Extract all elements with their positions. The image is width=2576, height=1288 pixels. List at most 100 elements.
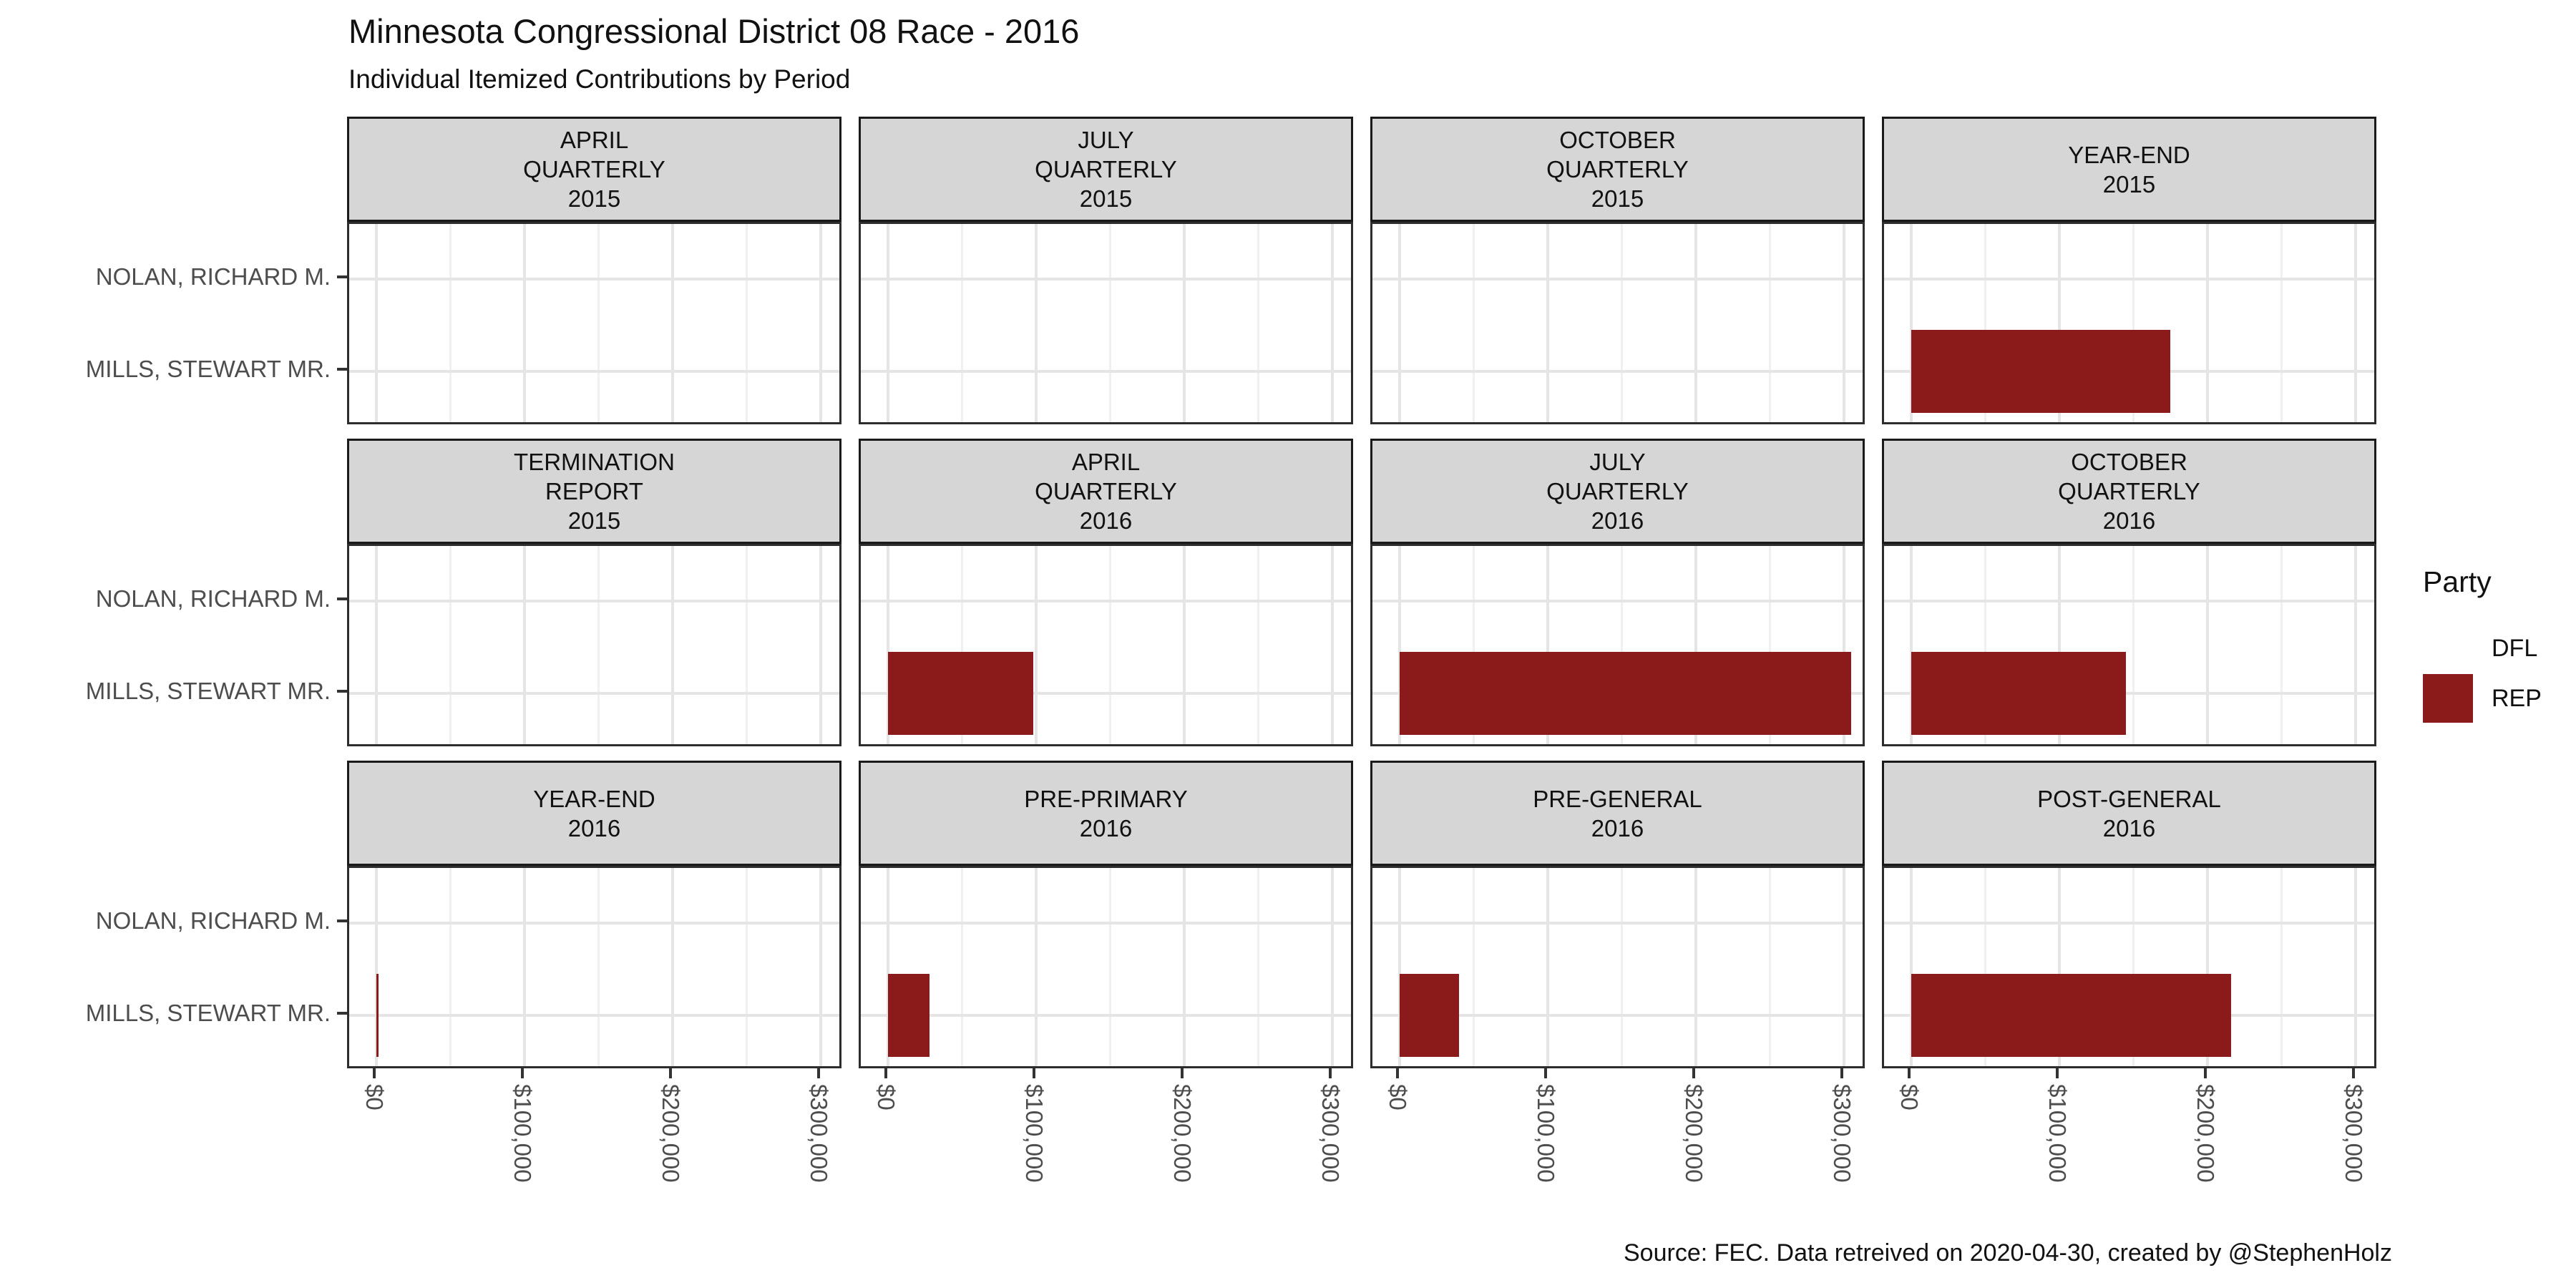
facet-strip-label: PRE-PRIMARY [1024,785,1188,812]
gridline-minor [1109,546,1111,744]
facet-panel [347,866,841,1068]
facet-strip: YEAR-END 2016 [347,761,841,866]
x-axis-label: $300,000 [2341,1084,2367,1183]
gridline-minor [1257,224,1259,422]
facet-strip-label: 2016 [2102,814,2156,841]
bar-rep [1400,973,1459,1057]
bar-rep [1400,651,1852,735]
gridline-major [861,369,1351,373]
gridline-minor [1109,224,1111,422]
gridline-major [887,546,889,744]
gridline-minor [1257,546,1259,744]
gridline-minor [1109,868,1111,1066]
gridline-major [1694,868,1697,1066]
x-axis-label: $300,000 [1317,1084,1344,1183]
x-axis-label: $0 [361,1084,388,1111]
gridline-major [2058,546,2061,744]
bar-rep [888,973,930,1057]
gridline-minor [746,224,748,422]
gridline-minor [1769,224,1771,422]
x-tick [1396,1068,1399,1078]
facet-strip-label: QUARTERLY [1546,478,1689,504]
gridline-major [2058,868,2061,1066]
gridline-minor [961,224,963,422]
gridline-major [1331,546,1334,744]
x-tick [817,1068,820,1078]
gridline-minor [1984,868,1986,1066]
facet-strip: APRIL QUARTERLY 2016 [859,439,1353,544]
x-tick [1181,1068,1184,1078]
facet-strip-label: QUARTERLY [1546,156,1689,182]
facet-strip-label: YEAR-END [533,785,655,812]
gridline-minor [1473,546,1475,744]
facet-strip-label: YEAR-END [2068,141,2190,168]
gridline-major [1372,600,1863,603]
gridline-major [375,546,378,744]
facet-strip-label: 2015 [567,185,621,212]
x-axis-label: $300,000 [1829,1084,1855,1183]
gridline-major [523,868,526,1066]
gridline-major [819,224,822,422]
gridline-major [1910,546,1913,744]
gridline-major [349,278,839,281]
facet-panel [347,222,841,424]
legend-label: DFL [2492,634,2538,662]
gridline-minor [1984,546,1986,744]
gridline-major [1035,546,1038,744]
gridline-major [671,868,674,1066]
gridline-minor [2280,224,2283,422]
gridline-major [2354,868,2357,1066]
gridline-major [1884,922,2374,925]
facet-strip-label: 2016 [1591,507,1644,534]
facet-panel [347,544,841,746]
facet-strip-label: PRE-GENERAL [1533,785,1702,812]
chart-subtitle: Individual Itemized Contributions by Per… [348,64,851,94]
gridline-minor [1769,868,1771,1066]
x-tick [1329,1068,1332,1078]
gridline-major [1843,868,1845,1066]
x-axis-label: $200,000 [1169,1084,1196,1183]
facet-strip: JULY QUARTERLY 2016 [1370,439,1865,544]
caption: Source: FEC. Data retreived on 2020-04-3… [1624,1239,2392,1267]
facet-strip-label: 2015 [2102,170,2156,197]
gridline-major [1910,868,1913,1066]
facet-panel [1882,222,2376,424]
y-axis-label: NOLAN, RICHARD M. [95,585,331,613]
gridline-major [819,868,822,1066]
gridline-minor [1769,546,1771,744]
gridline-minor [2132,224,2135,422]
bar-rep [1911,973,2232,1057]
x-axis-label: $300,000 [806,1084,832,1183]
gridline-major [1372,369,1863,373]
facet-strip: PRE-PRIMARY 2016 [859,761,1353,866]
gridline-minor [961,868,963,1066]
legend-items: DFL REP [2423,623,2542,723]
gridline-major [2354,224,2357,422]
gridline-major [1694,224,1697,422]
gridline-minor [2132,546,2135,744]
gridline-major [1372,278,1863,281]
gridline-minor [449,868,452,1066]
x-tick [1908,1068,1911,1078]
gridline-minor [961,546,963,744]
facet-strip: POST-GENERAL 2016 [1882,761,2376,866]
gridline-major [2206,868,2209,1066]
x-axis-label: $0 [1385,1084,1411,1111]
gridline-major [671,546,674,744]
gridline-major [1183,546,1186,744]
facet-strip-label: OCTOBER [1559,127,1676,153]
x-axis-label: $0 [1896,1084,1923,1111]
y-tick [337,919,347,923]
gridline-major [887,224,889,422]
gridline-major [1035,868,1038,1066]
x-tick [373,1068,376,1078]
facet-strip-label: JULY [1078,127,1134,153]
gridline-major [375,868,378,1066]
gridline-minor [597,224,600,422]
gridline-major [1183,868,1186,1066]
gridline-major [861,600,1351,603]
legend: Party DFL REP [2423,565,2542,723]
y-tick [337,597,347,601]
gridline-major [375,224,378,422]
gridline-major [1398,868,1401,1066]
